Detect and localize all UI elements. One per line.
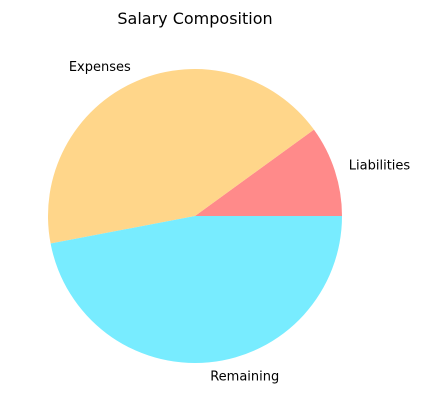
- pie-label-expenses: Expenses: [69, 60, 131, 75]
- pie-slice-expenses: [47, 68, 314, 244]
- chart-title: Salary Composition: [117, 9, 272, 28]
- pie-labels: Liabilities Expenses Remaining: [69, 60, 411, 384]
- pie-slice-liabilities: [195, 129, 342, 216]
- pie-label-liabilities: Liabilities: [349, 159, 411, 174]
- pie-slice-remaining: [50, 216, 342, 364]
- pie-slices: [47, 68, 342, 364]
- pie-label-remaining: Remaining: [210, 369, 279, 384]
